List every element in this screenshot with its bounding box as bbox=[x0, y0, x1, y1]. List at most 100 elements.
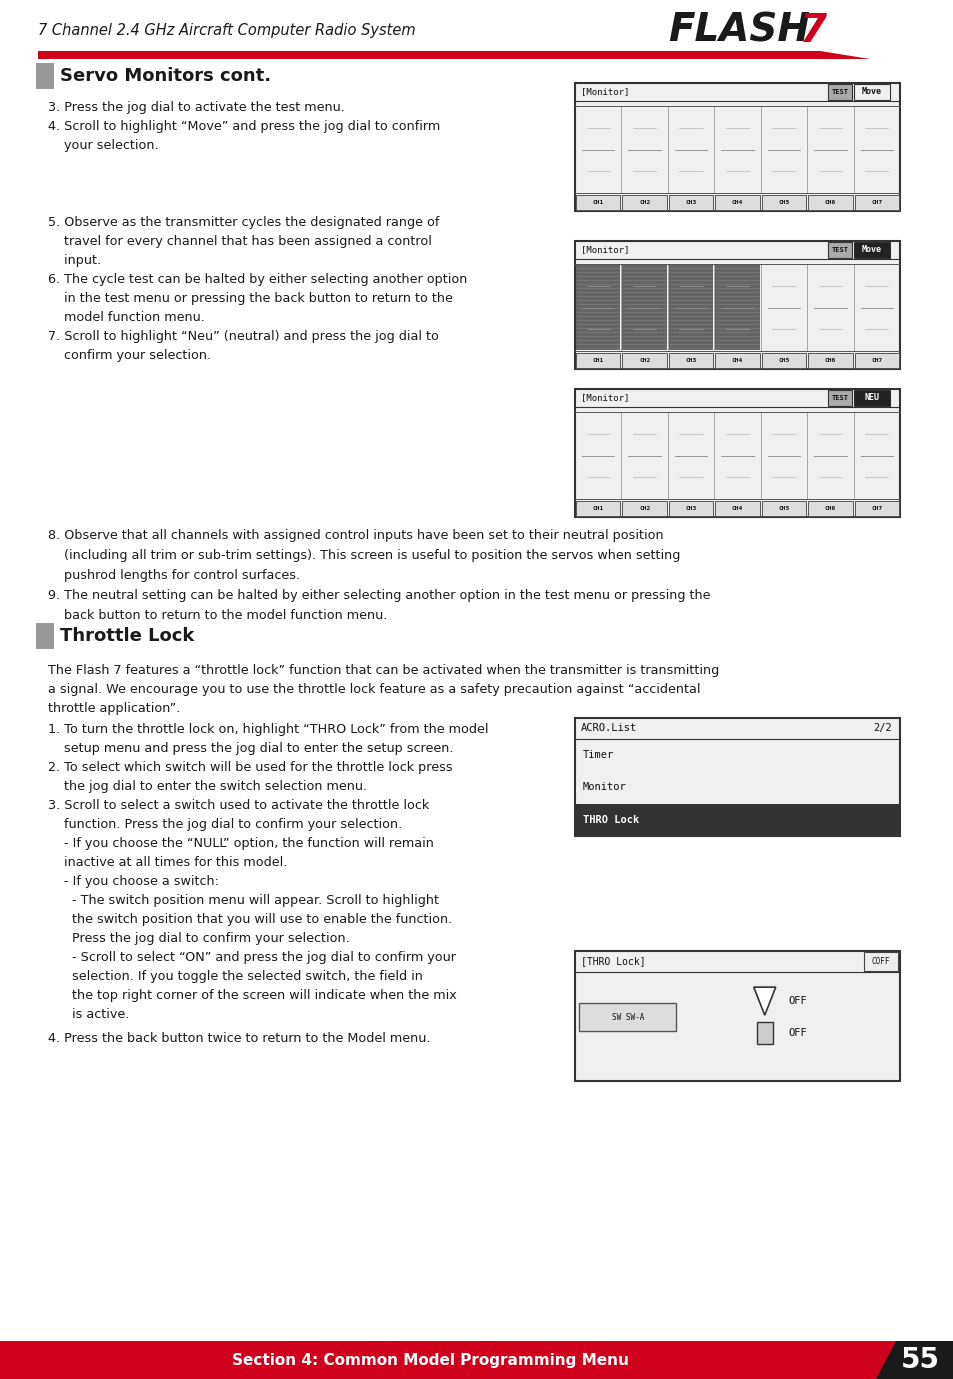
Text: 8. Observe that all channels with assigned control inputs have been set to their: 8. Observe that all channels with assign… bbox=[48, 530, 663, 542]
FancyBboxPatch shape bbox=[575, 389, 899, 517]
FancyBboxPatch shape bbox=[668, 501, 713, 516]
FancyBboxPatch shape bbox=[36, 63, 54, 90]
Text: THRO Lock: THRO Lock bbox=[582, 815, 639, 825]
FancyBboxPatch shape bbox=[854, 353, 898, 368]
Text: FLASH: FLASH bbox=[667, 12, 809, 50]
Text: Servo Monitors cont.: Servo Monitors cont. bbox=[60, 68, 271, 85]
FancyBboxPatch shape bbox=[575, 950, 899, 1081]
Text: Throttle Lock: Throttle Lock bbox=[60, 626, 194, 645]
Text: the top right corner of the screen will indicate when the mix: the top right corner of the screen will … bbox=[48, 989, 456, 1001]
Text: NEU: NEU bbox=[863, 393, 879, 403]
FancyBboxPatch shape bbox=[668, 353, 713, 368]
Text: Monitor: Monitor bbox=[582, 782, 626, 793]
Text: travel for every channel that has been assigned a control: travel for every channel that has been a… bbox=[48, 234, 432, 248]
Text: 4. Scroll to highlight “Move” and press the jog dial to confirm: 4. Scroll to highlight “Move” and press … bbox=[48, 120, 439, 132]
Text: Section 4: Common Model Programming Menu: Section 4: Common Model Programming Menu bbox=[232, 1353, 628, 1368]
Text: CH4: CH4 bbox=[731, 357, 742, 363]
Text: 7 Channel 2.4 GHz Aircraft Computer Radio System: 7 Channel 2.4 GHz Aircraft Computer Radi… bbox=[38, 23, 416, 39]
Text: 1. To turn the throttle lock on, highlight “THRO Lock” from the model: 1. To turn the throttle lock on, highlig… bbox=[48, 723, 488, 736]
Text: CH6: CH6 bbox=[823, 200, 835, 205]
FancyBboxPatch shape bbox=[715, 353, 759, 368]
Text: (including all trim or sub-trim settings). This screen is useful to position the: (including all trim or sub-trim settings… bbox=[48, 549, 679, 563]
FancyBboxPatch shape bbox=[668, 194, 713, 210]
Text: 7. Scroll to highlight “Neu” (neutral) and press the jog dial to: 7. Scroll to highlight “Neu” (neutral) a… bbox=[48, 330, 438, 343]
FancyBboxPatch shape bbox=[0, 1340, 953, 1379]
FancyBboxPatch shape bbox=[715, 501, 759, 516]
Text: 6. The cycle test can be halted by either selecting another option: 6. The cycle test can be halted by eithe… bbox=[48, 273, 467, 285]
Text: CH7: CH7 bbox=[870, 200, 882, 205]
Text: function. Press the jog dial to confirm your selection.: function. Press the jog dial to confirm … bbox=[48, 818, 402, 830]
FancyBboxPatch shape bbox=[575, 83, 899, 211]
FancyBboxPatch shape bbox=[575, 241, 899, 370]
FancyBboxPatch shape bbox=[807, 194, 852, 210]
Text: COFF: COFF bbox=[871, 957, 889, 965]
Text: is active.: is active. bbox=[48, 1008, 130, 1020]
FancyBboxPatch shape bbox=[576, 353, 619, 368]
Text: CH7: CH7 bbox=[870, 506, 882, 510]
FancyBboxPatch shape bbox=[715, 194, 759, 210]
Text: [Monitor]: [Monitor] bbox=[580, 393, 629, 403]
Text: a signal. We encourage you to use the throttle lock feature as a safety precauti: a signal. We encourage you to use the th… bbox=[48, 683, 700, 696]
Text: back button to return to the model function menu.: back button to return to the model funct… bbox=[48, 608, 387, 622]
FancyBboxPatch shape bbox=[578, 1003, 676, 1031]
FancyBboxPatch shape bbox=[621, 353, 666, 368]
Text: CH6: CH6 bbox=[823, 506, 835, 510]
FancyBboxPatch shape bbox=[807, 353, 852, 368]
Text: [Monitor]: [Monitor] bbox=[580, 245, 629, 255]
FancyBboxPatch shape bbox=[854, 501, 898, 516]
Text: CH7: CH7 bbox=[870, 357, 882, 363]
FancyBboxPatch shape bbox=[36, 623, 54, 648]
FancyBboxPatch shape bbox=[760, 501, 805, 516]
FancyBboxPatch shape bbox=[715, 265, 759, 350]
Text: Move: Move bbox=[862, 245, 882, 255]
Text: CH2: CH2 bbox=[639, 357, 650, 363]
FancyBboxPatch shape bbox=[576, 804, 898, 834]
Text: 2. To select which switch will be used for the throttle lock press: 2. To select which switch will be used f… bbox=[48, 761, 452, 774]
Text: CH3: CH3 bbox=[684, 506, 696, 510]
Text: CH2: CH2 bbox=[639, 506, 650, 510]
Polygon shape bbox=[875, 1340, 895, 1379]
Text: CH4: CH4 bbox=[731, 506, 742, 510]
Text: 2/2: 2/2 bbox=[872, 724, 891, 734]
FancyBboxPatch shape bbox=[827, 390, 851, 405]
Text: TEST: TEST bbox=[831, 90, 847, 95]
FancyBboxPatch shape bbox=[621, 194, 666, 210]
Text: CH6: CH6 bbox=[823, 357, 835, 363]
Text: CH5: CH5 bbox=[778, 506, 789, 510]
Text: setup menu and press the jog dial to enter the setup screen.: setup menu and press the jog dial to ent… bbox=[48, 742, 453, 754]
Text: CH3: CH3 bbox=[684, 200, 696, 205]
Text: - The switch position menu will appear. Scroll to highlight: - The switch position menu will appear. … bbox=[48, 894, 438, 907]
Text: model function menu.: model function menu. bbox=[48, 312, 205, 324]
Text: [THRO Lock]: [THRO Lock] bbox=[580, 956, 645, 967]
Text: CH5: CH5 bbox=[778, 200, 789, 205]
Text: ACRO.List: ACRO.List bbox=[580, 724, 637, 734]
Text: CH3: CH3 bbox=[684, 357, 696, 363]
Polygon shape bbox=[753, 987, 775, 1015]
Text: TEST: TEST bbox=[831, 247, 847, 252]
FancyBboxPatch shape bbox=[621, 501, 666, 516]
FancyBboxPatch shape bbox=[807, 501, 852, 516]
Text: in the test menu or pressing the back button to return to the: in the test menu or pressing the back bu… bbox=[48, 292, 453, 305]
Text: Timer: Timer bbox=[582, 750, 614, 760]
Text: 3. Scroll to select a switch used to activate the throttle lock: 3. Scroll to select a switch used to act… bbox=[48, 798, 429, 812]
FancyBboxPatch shape bbox=[575, 717, 899, 836]
Text: CH1: CH1 bbox=[592, 357, 603, 363]
Text: 7: 7 bbox=[800, 12, 826, 50]
Text: [Monitor]: [Monitor] bbox=[580, 87, 629, 97]
FancyBboxPatch shape bbox=[756, 1022, 772, 1044]
Text: 3. Press the jog dial to activate the test menu.: 3. Press the jog dial to activate the te… bbox=[48, 101, 345, 114]
FancyBboxPatch shape bbox=[576, 194, 619, 210]
Text: the switch position that you will use to enable the function.: the switch position that you will use to… bbox=[48, 913, 452, 925]
FancyBboxPatch shape bbox=[863, 952, 897, 971]
Polygon shape bbox=[38, 51, 869, 59]
Text: SW SW-A: SW SW-A bbox=[611, 1012, 643, 1022]
Text: Press the jog dial to confirm your selection.: Press the jog dial to confirm your selec… bbox=[48, 932, 350, 945]
FancyBboxPatch shape bbox=[853, 390, 889, 405]
Text: inactive at all times for this model.: inactive at all times for this model. bbox=[48, 856, 287, 869]
Text: - If you choose the “NULL” option, the function will remain: - If you choose the “NULL” option, the f… bbox=[48, 837, 434, 849]
FancyBboxPatch shape bbox=[576, 265, 619, 350]
FancyBboxPatch shape bbox=[760, 194, 805, 210]
Text: 4. Press the back button twice to return to the Model menu.: 4. Press the back button twice to return… bbox=[48, 1031, 430, 1045]
Text: input.: input. bbox=[48, 254, 101, 268]
Text: confirm your selection.: confirm your selection. bbox=[48, 349, 211, 363]
